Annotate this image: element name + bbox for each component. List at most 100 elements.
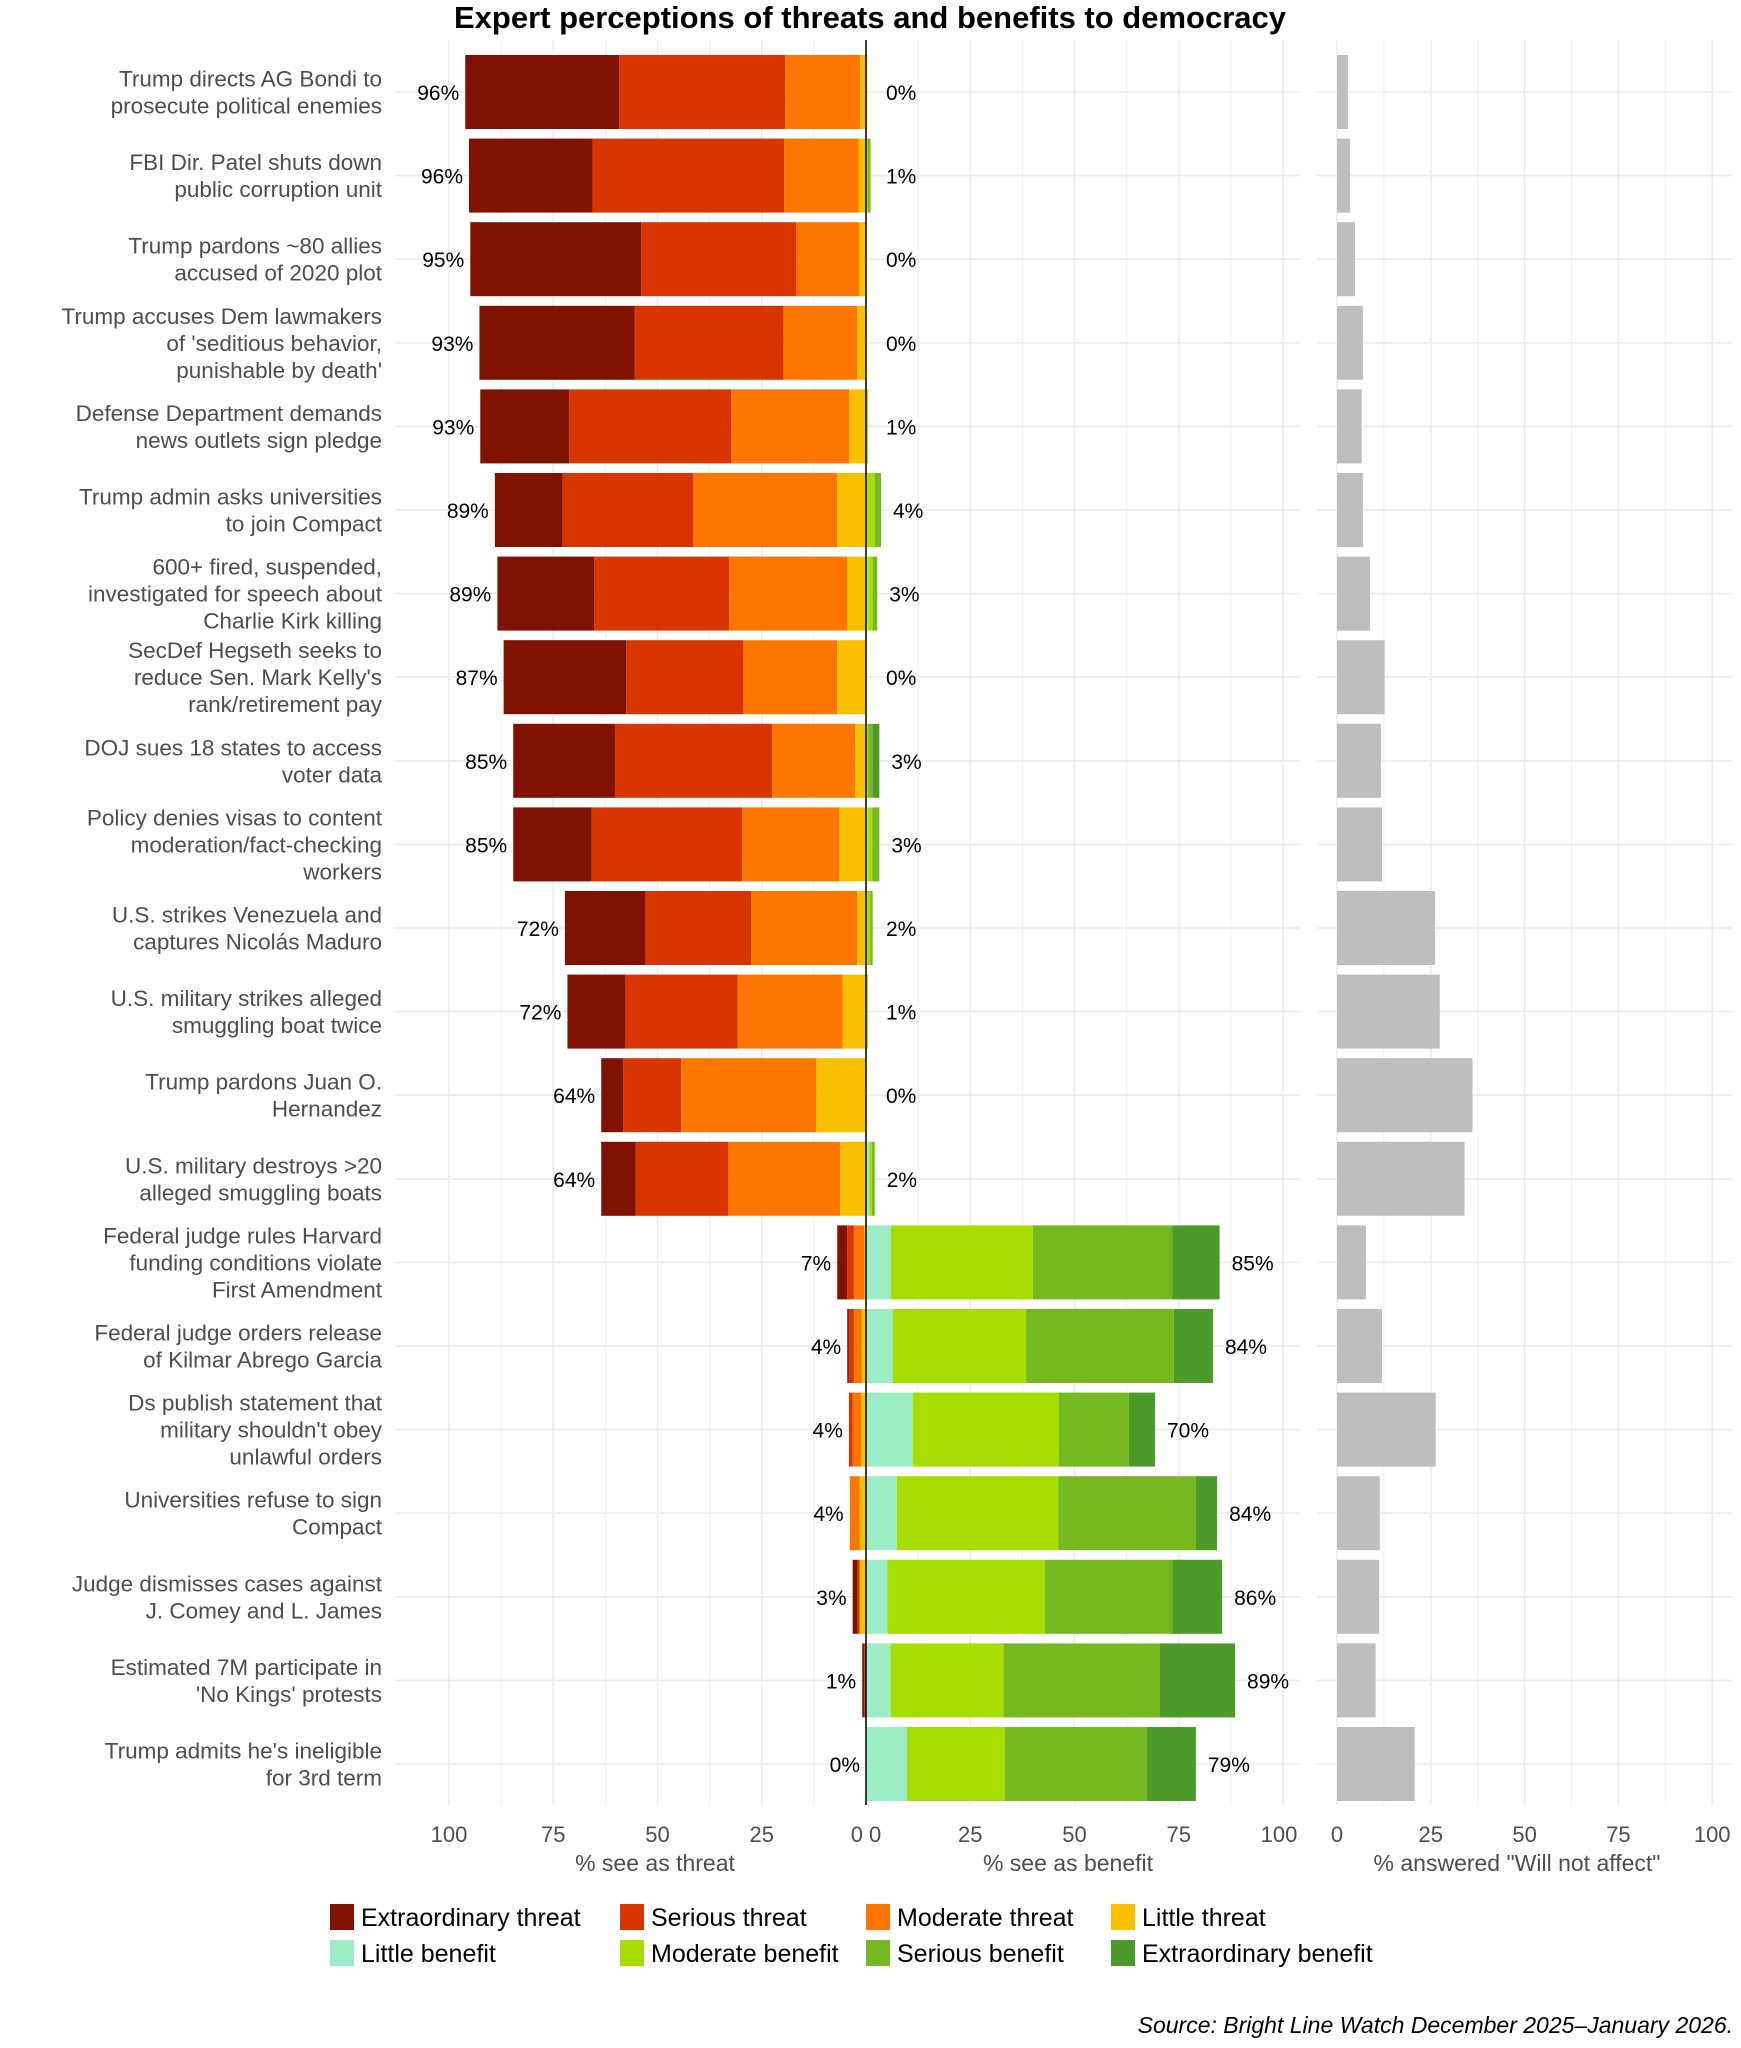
little-benefit-segment [866,1225,892,1300]
benefit-total-label: 86% [1234,1587,1276,1610]
threat-total-label: 7% [801,1252,831,1275]
row-label-line: punishable by death' [176,358,382,383]
extraordinary-threat-segment [497,556,595,631]
extraordinary-benefit-segment [1159,1643,1236,1718]
row-label: 600+ fired, suspended, investigated for s… [88,555,383,634]
benefit-axis-tick: 0 [869,1822,881,1847]
moderate-threat-segment [742,807,840,882]
row-label: Policy denies visas to content moderation… [87,805,383,884]
benefit-axis-tick: 25 [958,1822,982,1847]
little-threat-segment [837,640,866,715]
moderate-threat-segment [784,138,859,213]
row-label: Trump accuses Dem lawmakers of 'seditious… [62,304,383,383]
threat-total-label: 0% [830,1754,860,1777]
threat-axis-tick: 25 [750,1822,774,1847]
moderate-threat-segment [783,305,858,380]
serious-threat-segment [857,1559,860,1634]
extraordinary-threat-segment [601,1141,636,1216]
row-label-line: prosecute political enemies [111,94,382,119]
row-label-line: First Amendment [212,1277,383,1302]
little-benefit-segment [866,1141,870,1216]
serious-threat-segment [641,222,797,297]
will-not-affect-bar [1337,1643,1376,1718]
little-threat-segment [816,1058,866,1133]
moderate-threat-segment [693,473,838,547]
benefit-total-label: 0% [886,333,916,356]
threat-total-label: 4% [813,1503,843,1526]
row-label-line: Ds publish statement that [128,1391,383,1416]
little-threat-segment [857,891,866,965]
legend-item: Serious threat [620,1904,807,1932]
legend-label: Serious threat [651,1904,807,1932]
serious-threat-segment [848,1392,853,1467]
serious-benefit-segment [874,473,882,547]
benefit-total-label: 84% [1225,1336,1267,1359]
serious-threat-segment [848,1309,854,1383]
threat-total-label: 89% [447,500,489,523]
bar-row: SecDef Hegseth seeks to reduce Sen. Mark … [128,638,1385,717]
legend-swatch [1111,1940,1135,1966]
serious-benefit-segment [1032,1225,1173,1300]
little-threat-segment [861,1309,866,1383]
moderate-threat-segment [681,1058,817,1133]
row-label-line: U.S. military strikes alleged [111,986,382,1011]
row-label-line: 'No Kings' protests [196,1682,382,1707]
will-not-affect-axis-tick: 0 [1331,1822,1343,1847]
serious-threat-segment [645,891,752,965]
legend-swatch [866,1904,890,1930]
row-label-line: Charlie Kirk killing [203,609,382,634]
benefit-axis-tick: 100 [1261,1822,1298,1847]
will-not-affect-axis-tick: 50 [1512,1822,1536,1847]
serious-threat-segment [635,1141,729,1216]
little-benefit-segment [866,556,869,631]
extraordinary-benefit-segment [1195,1476,1218,1551]
threat-axis-tick: 50 [645,1822,669,1847]
row-label-line: unlawful orders [229,1445,382,1470]
moderate-threat-segment [737,974,843,1049]
row-label-line: Trump pardons Juan O. [145,1070,382,1095]
moderate-threat-segment [785,55,861,129]
threat-axis-tick: 100 [431,1822,468,1847]
extraordinary-benefit-segment [1172,1559,1223,1634]
will-not-affect-bar [1337,305,1363,380]
little-threat-segment [849,389,866,464]
row-label-line: to join Compact [226,512,383,537]
legend-label: Little benefit [361,1940,496,1968]
moderate-benefit-segment [892,1309,1027,1383]
row-label-line: public corruption unit [174,177,382,202]
row-label-line: SecDef Hegseth seeks to [128,638,382,663]
legend-swatch [866,1940,890,1966]
benefit-total-label: 70% [1167,1420,1209,1443]
little-threat-segment [859,1476,866,1551]
serious-threat-segment [562,473,694,547]
row-label: Trump pardons Juan O. Hernandez [145,1070,382,1122]
extraordinary-threat-segment [513,723,615,798]
will-not-affect-bar [1337,389,1362,464]
legend-swatch [330,1904,354,1930]
moderate-benefit-segment [890,1643,1004,1718]
serious-threat-segment [626,640,744,715]
moderate-benefit-segment [869,1141,872,1216]
serious-benefit-segment [1026,1309,1174,1383]
serious-benefit-segment [1003,1643,1160,1718]
row-label-line: Hernandez [272,1097,382,1122]
chart-title: Expert perceptions of threats and benefi… [454,0,1287,35]
extraordinary-threat-segment [567,974,626,1049]
legend-item: Little benefit [330,1940,496,1968]
bar-row: Universities refuse to sign Compact 4% 84% [124,1476,1380,1551]
extraordinary-benefit-segment [872,723,880,798]
bar-row: Ds publish statement that military should… [128,1391,1436,1470]
row-label-line: Trump directs AG Bondi to [119,67,382,92]
row-label-line: smuggling boat twice [172,1013,382,1038]
little-threat-segment [839,807,866,882]
threat-total-label: 85% [465,751,507,774]
serious-threat-segment [619,55,786,129]
legend-item: Serious benefit [866,1940,1064,1968]
extraordinary-threat-segment [480,389,570,464]
will-not-affect-bar [1337,1058,1473,1133]
row-label: Trump admin asks universities to join Com… [79,485,383,537]
benefit-total-label: 89% [1247,1670,1289,1693]
moderate-threat-segment [731,389,850,464]
bar-row: Estimated 7M participate in 'No Kings' pr… [111,1643,1376,1718]
bar-row: DOJ sues 18 states to access voter data 85… [84,723,1381,798]
